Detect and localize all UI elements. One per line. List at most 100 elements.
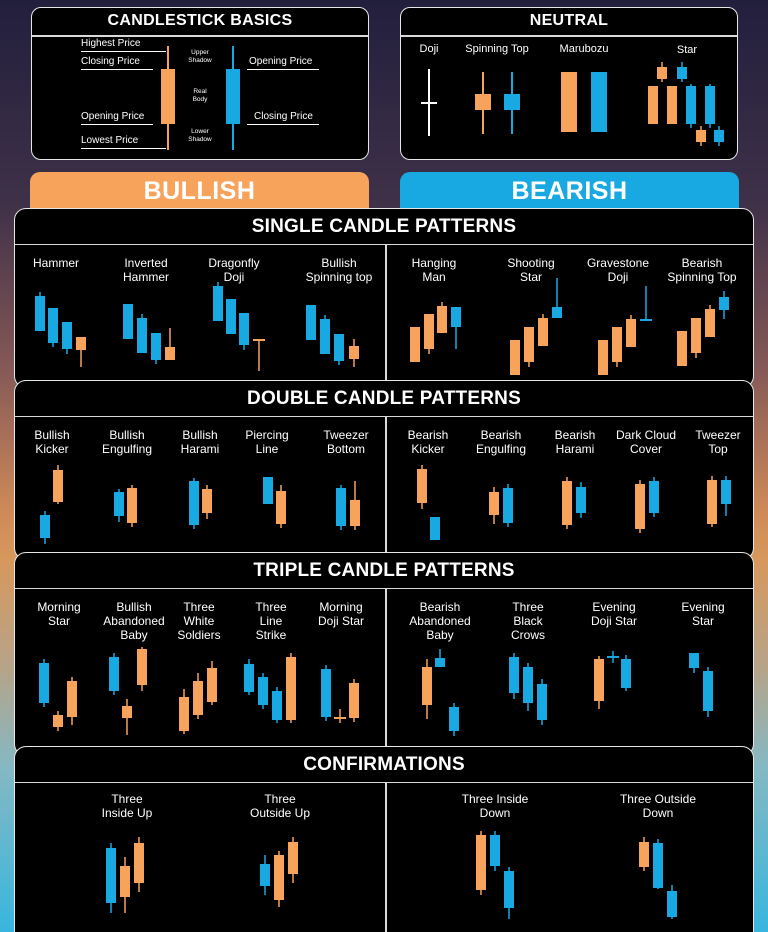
c <box>109 657 119 691</box>
c <box>263 477 273 504</box>
bearish-engulfing-candles <box>489 484 513 527</box>
c <box>193 681 203 715</box>
pattern-morning-star: Morning Star <box>37 600 81 628</box>
c <box>122 706 132 718</box>
pattern-piercing-line: Piercing Line <box>245 428 289 456</box>
morning-doji-star-candles <box>321 665 359 723</box>
c <box>410 327 420 362</box>
triple-title: TRIPLE CANDLE PATTERNS <box>15 553 753 589</box>
c <box>127 488 137 523</box>
c <box>705 309 715 337</box>
morning-star-candles <box>39 659 77 731</box>
neutral-marubozu-label: Marubozu <box>559 43 609 55</box>
single-candles <box>35 278 729 375</box>
c <box>350 500 360 526</box>
basics-title: CANDLESTICK BASICS <box>107 12 293 29</box>
bullish-spinning-top-candles <box>306 305 359 367</box>
single-candle-section: SINGLE CANDLE PATTERNS Hammer Inverted H… <box>14 208 754 388</box>
c <box>226 299 236 334</box>
pattern-bearish-kicker: Bearish Kicker <box>407 428 449 456</box>
c <box>476 835 486 890</box>
double-title: DOUBLE CANDLE PATTERNS <box>15 381 753 417</box>
c <box>598 340 608 375</box>
pattern-three-outside-down: Three Outside Down <box>619 792 697 820</box>
c <box>286 657 296 720</box>
label-closing-price-left: Closing Price <box>81 56 140 67</box>
neutral-star-label: Star <box>676 44 698 56</box>
c <box>437 306 447 333</box>
c <box>667 891 677 917</box>
c <box>67 681 77 717</box>
c <box>430 517 440 540</box>
confirmations-section: CONFIRMATIONS Three Inside Up Three Outs… <box>14 746 754 932</box>
c <box>274 855 284 900</box>
marubozu-bear <box>591 72 607 132</box>
c <box>594 659 604 701</box>
pattern-bullish-harami: Bullish Harami <box>180 428 220 456</box>
pattern-three-line-strike: Three Line Strike <box>255 600 287 642</box>
dark-cloud-cover-candles <box>635 477 659 533</box>
c <box>288 842 298 874</box>
bearish-abandoned-baby-candles <box>422 649 459 736</box>
c <box>207 668 217 702</box>
c <box>451 307 461 327</box>
c <box>321 669 331 717</box>
upper-shadow-word: Shadow <box>188 57 212 64</box>
pattern-evening-star: Evening Star <box>681 600 725 628</box>
shooting-star-candles <box>510 278 562 375</box>
star-candle-2 <box>657 67 667 79</box>
three-inside-up-candles <box>106 837 144 913</box>
c <box>504 871 514 908</box>
bullish-abandoned-baby-candles <box>109 647 147 735</box>
pattern-three-inside-up: Three Inside Up <box>101 792 153 820</box>
c <box>417 469 427 503</box>
bullish-harami-candles <box>189 478 212 529</box>
c <box>137 649 147 685</box>
c <box>244 664 254 692</box>
c <box>202 489 212 513</box>
c <box>165 347 175 360</box>
neutral-doji-label: Doji <box>419 43 439 55</box>
pattern-bullish-kicker: Bullish Kicker <box>34 428 70 456</box>
pattern-bearish-harami: Bearish Harami <box>554 428 596 456</box>
pattern-bullish-abandoned-baby: Bullish Abandoned Baby <box>103 600 165 642</box>
c <box>562 481 572 525</box>
label-closing-price-right: Closing Price <box>254 111 313 122</box>
lower-shadow-word: Shadow <box>188 136 212 143</box>
single-divider <box>385 245 387 387</box>
c <box>258 677 268 705</box>
dragonfly-doji-candles <box>213 282 265 371</box>
candlestick-basics-panel: CANDLESTICK BASICS Highest Price Closing… <box>31 7 369 160</box>
c <box>639 842 649 867</box>
neutral-spinning-top-label: Spinning Top <box>465 43 529 55</box>
c <box>677 331 687 366</box>
bullish-engulfing-candles <box>114 485 137 527</box>
double-divider <box>385 417 387 559</box>
piercing-line-candles <box>263 477 286 528</box>
c <box>114 492 124 516</box>
neutral-panel: NEUTRAL Doji Spinning Top Marubozu Star <box>400 7 738 160</box>
three-line-strike-candles <box>244 653 296 723</box>
triple-divider <box>385 589 387 755</box>
hammer-candles <box>35 292 86 367</box>
c <box>40 515 50 538</box>
bearish-kicker-candles <box>417 465 440 540</box>
c <box>422 667 432 705</box>
three-outside-down-candles <box>639 837 677 919</box>
c <box>123 304 133 339</box>
c <box>48 308 58 343</box>
c <box>35 296 45 331</box>
c <box>320 319 330 354</box>
neutral-divider <box>401 35 737 37</box>
c <box>489 492 499 515</box>
neutral-title: NEUTRAL <box>529 12 609 29</box>
c <box>689 653 699 668</box>
c <box>106 848 116 903</box>
confirm-candles <box>106 831 677 919</box>
basics-candles <box>161 46 240 150</box>
c <box>626 319 636 347</box>
c <box>62 322 72 349</box>
c <box>213 286 223 321</box>
c <box>137 318 147 353</box>
line-closing-price-right <box>247 124 319 125</box>
